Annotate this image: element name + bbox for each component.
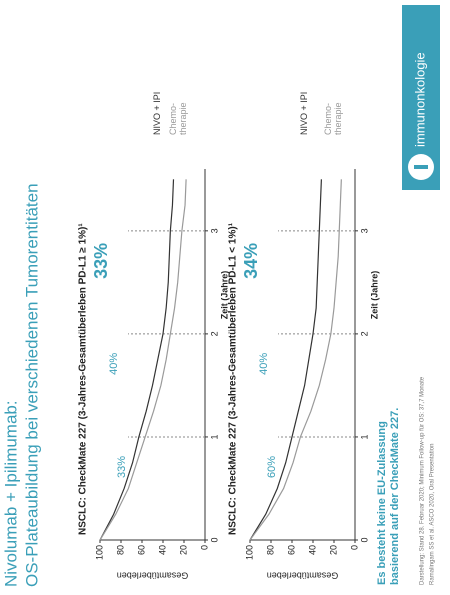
y-tick-label: 20 [178,545,188,555]
x-tick-label: 2 [209,331,219,336]
logo-box [402,5,440,190]
y-tick-label: 20 [328,545,338,555]
legend-label: Chemo-therapie [168,102,189,135]
x-tick-label: 3 [359,228,369,233]
y-tick-label: 0 [349,545,359,550]
legend-label: NIVO + IPI [299,91,310,135]
y-axis-label: Gesamtüberleben [117,571,189,581]
footnote: Ramalingam SS et al. ASCO 2020, Oral Pre… [430,444,436,585]
survival-curve [249,179,342,541]
logo-text: immunonkologie [412,52,427,147]
survival-curve [99,179,187,541]
x-tick-label: 0 [209,537,219,542]
y-axis-label: Gesamtüberleben [267,571,339,581]
slide-title: Nivolumab + Ipilimumab: [1,400,20,587]
y-tick-label: 60 [136,545,146,555]
legend-entry: Chemo-therapie [168,102,189,135]
y-tick-label: 40 [157,545,167,555]
x-tick-label: 1 [359,434,369,439]
annotation: 60% [266,456,278,478]
notice: Es besteht keine EU-Zulassung [376,421,388,585]
legend-label: Chemo-therapie [323,102,344,135]
survival-curve [99,179,175,541]
y-tick-label: 80 [265,545,275,555]
chart-title: NSCLC: CheckMate 227 (3-Jahres-Gesamtübe… [228,222,239,535]
annotation: 40% [108,353,120,375]
legend-entry: Chemo-therapie [323,102,344,135]
y-tick-label: 0 [199,545,209,550]
x-tick-label: 3 [209,228,219,233]
annotation: 33% [91,243,111,279]
y-tick-label: 100 [244,545,254,560]
chart-title: NSCLC: CheckMate 227 (3-Jahres-Gesamtübe… [78,223,89,535]
y-tick-label: 80 [115,545,125,555]
annotation: 34% [241,243,261,279]
x-tick-label: 1 [209,434,219,439]
x-axis-label: Zeit (Jahre) [219,271,229,320]
legend-label: NIVO + IPI [151,91,162,135]
annotation: 40% [258,353,270,375]
annotation: 33% [116,456,128,478]
legend-entry: NIVO + IPI [299,91,310,135]
x-axis-label: Zeit (Jahre) [369,271,379,320]
y-tick-label: 60 [286,545,296,555]
notice: basierend auf der CheckMate 227. [389,408,401,585]
x-tick-label: 2 [359,331,369,336]
survival-curve [249,179,322,541]
slide-title: OS-Plateaubildung bei verschiedenen Tumo… [22,183,41,587]
footnote: Darstellung: Stand 28. Februar 2020; Min… [420,376,426,585]
logo-icon-mark [414,165,428,169]
y-tick-label: 40 [307,545,317,555]
y-tick-label: 100 [94,545,104,560]
x-tick-label: 0 [359,537,369,542]
